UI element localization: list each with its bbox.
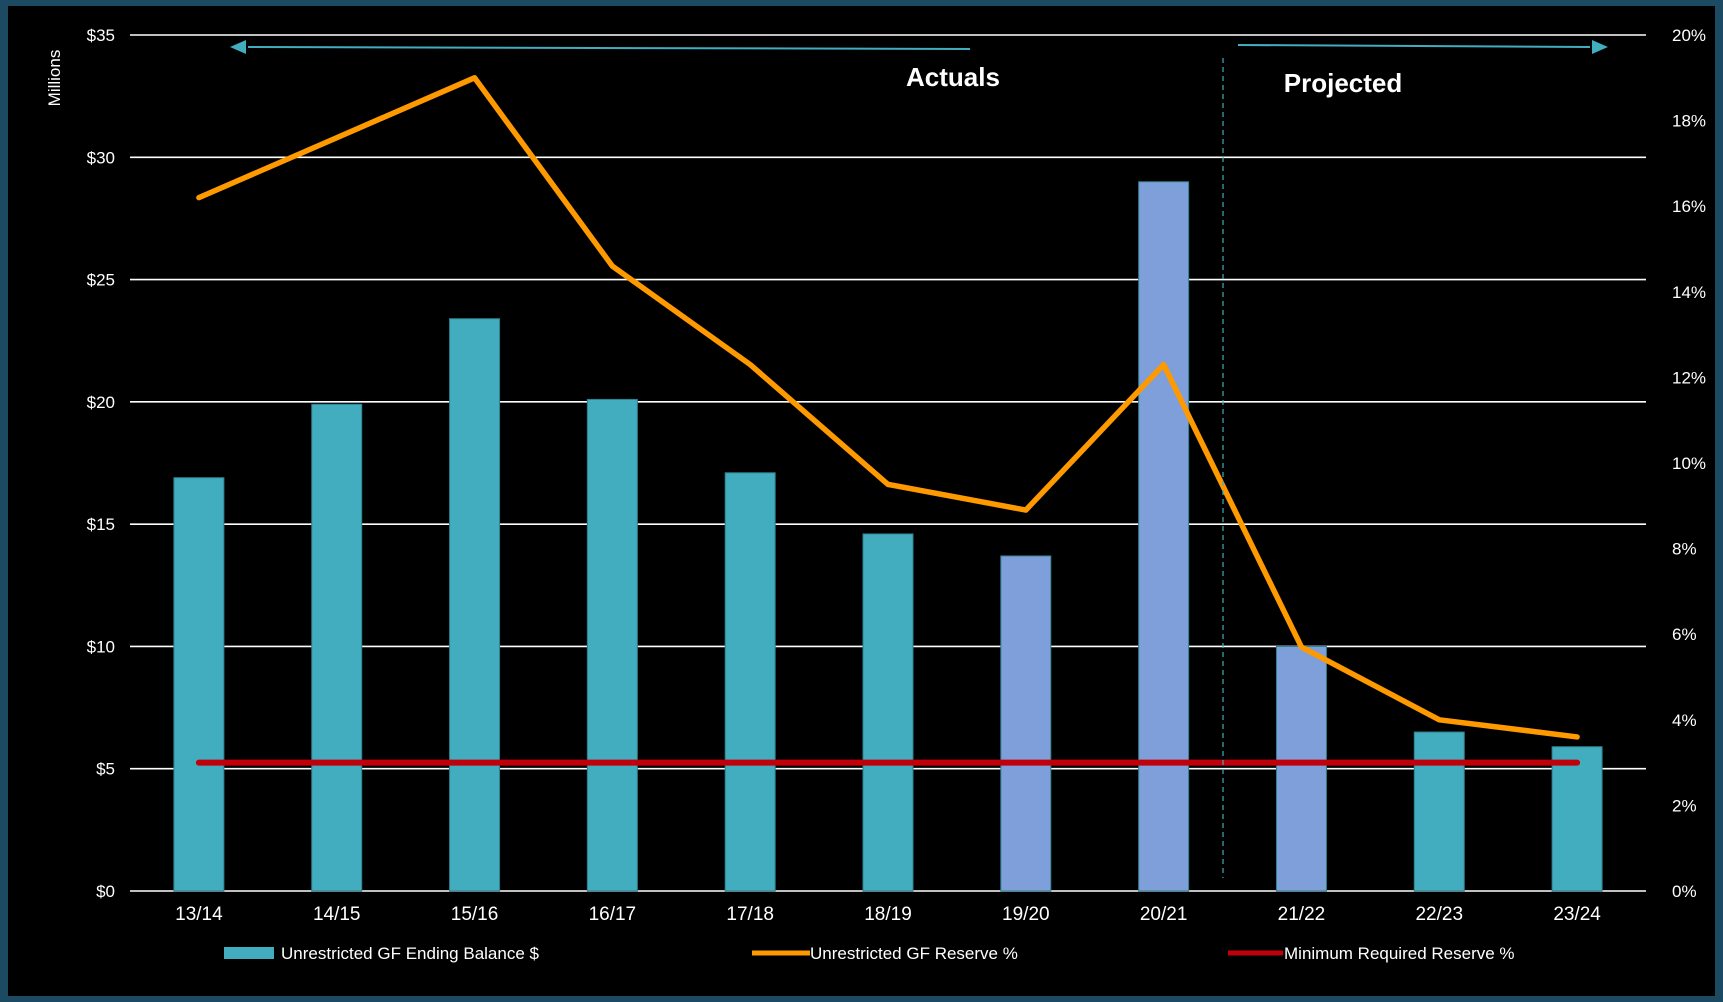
bar-21-22[interactable]	[1275, 645, 1327, 892]
left-tick-label: $30	[87, 148, 115, 167]
bar-17-18[interactable]	[724, 472, 776, 892]
bar-14-15[interactable]	[311, 403, 363, 892]
category-label: 21/22	[1278, 904, 1326, 925]
category-label: 15/16	[451, 904, 499, 925]
actuals-arrowhead	[230, 40, 246, 54]
category-label: 22/23	[1415, 904, 1463, 925]
right-tick-label: 12%	[1672, 368, 1706, 387]
period-annotations: Actuals Projected	[230, 40, 1608, 878]
chart: $0 $5 $10 $15 $20 $25 $30 $35 0% 2% 4% 6% 8% 10% 12% 1…	[45, 26, 1706, 963]
right-tick-label: 10%	[1672, 454, 1706, 473]
legend-label-minimum-reserve: Minimum Required Reserve %	[1284, 944, 1515, 963]
legend-item-ending-balance[interactable]: Unrestricted GF Ending Balance $	[224, 944, 540, 963]
legend: Unrestricted GF Ending Balance $ Unrestr…	[224, 944, 1515, 963]
projected-label: Projected	[1284, 68, 1403, 98]
right-tick-label: 6%	[1672, 625, 1697, 644]
right-tick-label: 8%	[1672, 540, 1697, 559]
right-tick-label: 16%	[1672, 197, 1706, 216]
bar-16-17[interactable]	[586, 398, 638, 892]
left-tick-label: $25	[87, 271, 115, 290]
category-label: 20/21	[1140, 904, 1188, 925]
left-tick-label: $15	[87, 515, 115, 534]
legend-label-reserve-pct: Unrestricted GF Reserve %	[810, 944, 1018, 963]
bar-series	[173, 181, 1603, 892]
right-tick-label: 20%	[1672, 26, 1706, 45]
right-tick-label: 14%	[1672, 283, 1706, 302]
left-tick-label: $0	[96, 882, 115, 901]
actuals-label: Actuals	[906, 62, 1000, 92]
chart-frame: $0 $5 $10 $15 $20 $25 $30 $35 0% 2% 4% 6% 8% 10% 12% 1…	[8, 6, 1715, 996]
category-label: 18/19	[864, 904, 912, 925]
projected-arrowhead	[1592, 40, 1608, 54]
bar-15-16[interactable]	[449, 318, 501, 892]
left-tick-label: $35	[87, 26, 115, 45]
right-axis-ticks: 0% 2% 4% 6% 8% 10% 12% 14% 16% 18% 20%	[1672, 26, 1706, 901]
category-label: 19/20	[1002, 904, 1050, 925]
legend-swatch-bar	[224, 947, 274, 959]
bar-22-23[interactable]	[1413, 731, 1465, 892]
line-series	[195, 75, 1581, 766]
category-label: 13/14	[175, 904, 223, 925]
bar-19-20[interactable]	[1000, 555, 1052, 892]
bar-23-24[interactable]	[1551, 746, 1603, 892]
category-label: 14/15	[313, 904, 361, 925]
projected-arrow	[1237, 44, 1591, 48]
bar-20-21[interactable]	[1138, 181, 1190, 892]
category-axis-labels: 13/14 14/15 15/16 16/17 17/18 18/19 19/20 20/21…	[175, 904, 1601, 925]
left-tick-label: $5	[96, 760, 115, 779]
left-axis-ticks: $0 $5 $10 $15 $20 $25 $30 $35	[87, 26, 115, 901]
legend-label-ending-balance: Unrestricted GF Ending Balance $	[281, 944, 540, 963]
right-tick-label: 2%	[1672, 796, 1697, 815]
bar-13-14[interactable]	[173, 477, 225, 892]
category-label: 16/17	[589, 904, 637, 925]
bar-18-19[interactable]	[862, 533, 914, 892]
category-label: 17/18	[726, 904, 774, 925]
actuals-arrow	[247, 46, 971, 50]
y-axis-unit-label: Millions	[45, 50, 64, 107]
right-tick-label: 18%	[1672, 112, 1706, 131]
left-tick-label: $20	[87, 393, 115, 412]
category-label: 23/24	[1553, 904, 1601, 925]
legend-item-minimum-reserve[interactable]: Minimum Required Reserve %	[1228, 944, 1515, 963]
left-tick-label: $10	[87, 637, 115, 656]
right-tick-label: 4%	[1672, 711, 1697, 730]
legend-item-reserve-pct[interactable]: Unrestricted GF Reserve %	[752, 944, 1018, 963]
right-tick-label: 0%	[1672, 882, 1697, 901]
